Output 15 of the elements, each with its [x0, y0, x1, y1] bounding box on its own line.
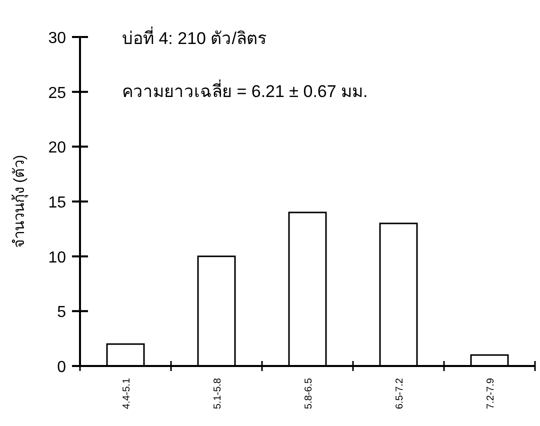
- y-tick-label: 10: [48, 249, 66, 266]
- chart-title: บ่อที่ 4: 210 ตัว/ลิตร: [122, 26, 266, 48]
- text: ความยาวเฉลี่ย = 6.21 ± 0.67 มม.: [122, 79, 368, 101]
- y-tick-label: 0: [57, 359, 66, 376]
- x-tick-label: 5.1-5.8: [212, 378, 224, 410]
- y-tick-label: 25: [48, 84, 66, 102]
- x-tick-label: 7.2-7.9: [486, 378, 496, 410]
- y-axis-title: จำนวนกุ้ง (ตัว): [11, 154, 29, 248]
- y-tick-label: 20: [48, 140, 66, 157]
- y-tick-label: 30: [48, 30, 66, 47]
- x-tick-label: 5.8-6.5: [304, 378, 314, 410]
- x-tick-label: 6.5-7.2: [394, 378, 406, 410]
- y-tick-label: 5: [57, 304, 66, 322]
- x-tick-label: 4.4-5.1: [122, 378, 132, 410]
- y-tick-label: 15: [48, 194, 66, 212]
